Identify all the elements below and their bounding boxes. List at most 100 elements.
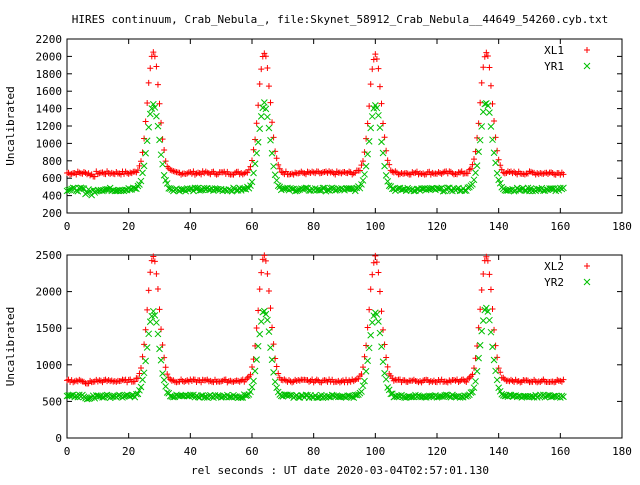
point-xl1 — [469, 161, 476, 168]
y-axis-label: Uncalibrated — [4, 86, 17, 165]
point-yr2 — [484, 308, 492, 315]
point-xl1 — [494, 147, 501, 154]
point-xl1 — [162, 158, 169, 165]
point-xl1 — [467, 165, 474, 172]
point-xl1 — [457, 169, 464, 176]
point-yr2 — [248, 383, 256, 391]
point-yr1 — [251, 160, 259, 168]
point-xl1 — [262, 53, 269, 60]
point-xl2 — [256, 286, 263, 293]
point-yr2 — [381, 369, 388, 377]
point-yr2 — [469, 388, 476, 396]
y-tick-label: 1800 — [36, 68, 63, 81]
point-yr1 — [200, 184, 208, 192]
point-xl1 — [269, 119, 276, 126]
point-yr2 — [262, 310, 270, 318]
point-yr1 — [367, 124, 375, 132]
point-yr2 — [267, 344, 274, 352]
point-xl1 — [477, 99, 484, 106]
point-xl1 — [145, 79, 152, 86]
point-yr2 — [493, 376, 501, 384]
point-yr1 — [273, 176, 281, 184]
point-xl1 — [156, 100, 163, 107]
point-yr1 — [250, 169, 257, 177]
point-xl2 — [487, 286, 494, 293]
point-yr1 — [473, 162, 481, 170]
x-tick-label: 0 — [64, 220, 71, 233]
point-yr2 — [149, 307, 157, 315]
point-yr2 — [251, 367, 259, 375]
point-yr2 — [264, 316, 271, 324]
y-tick-label: 1400 — [36, 103, 63, 116]
point-yr2 — [151, 312, 159, 319]
point-xl2 — [145, 287, 152, 294]
point-yr2 — [257, 318, 265, 325]
point-xl1 — [361, 149, 368, 156]
point-xl2 — [497, 369, 504, 376]
legend-marker — [583, 62, 591, 70]
point-yr2 — [153, 319, 160, 326]
point-xl1 — [480, 64, 487, 71]
point-yr2 — [353, 391, 361, 399]
point-yr1 — [358, 181, 365, 188]
point-yr1 — [137, 177, 145, 185]
point-xl2 — [491, 326, 498, 333]
point-xl1 — [483, 49, 490, 56]
x-tick-label: 100 — [365, 445, 385, 458]
x-tick-label: 180 — [612, 220, 632, 233]
point-xl1 — [276, 165, 283, 172]
point-xl2 — [312, 378, 319, 385]
point-yr1 — [479, 108, 487, 116]
point-xl2 — [164, 371, 171, 378]
point-yr1 — [257, 113, 265, 120]
point-yr1 — [131, 184, 139, 192]
point-yr2 — [359, 382, 367, 390]
point-yr2 — [495, 384, 503, 392]
y-tick-label: 400 — [42, 190, 62, 203]
chart-title: HIRES continuum, Crab_Nebula_, file:Skyn… — [72, 13, 608, 26]
point-xl2 — [262, 257, 269, 264]
point-xl1 — [370, 56, 377, 63]
x-axis-label: rel seconds : UT date 2020-03-04T02:57:0… — [191, 464, 489, 477]
point-xl1 — [360, 158, 366, 165]
point-xl1 — [205, 170, 212, 177]
x-tick-label: 80 — [307, 445, 320, 458]
point-xl2 — [486, 271, 493, 278]
point-xl2 — [375, 269, 382, 276]
point-xl1 — [356, 167, 363, 174]
point-yr2 — [375, 318, 382, 325]
point-xl1 — [275, 161, 282, 168]
point-yr1 — [256, 125, 264, 133]
point-xl1 — [147, 65, 154, 72]
point-yr2 — [133, 390, 140, 398]
point-xl1 — [310, 169, 317, 176]
point-xl2 — [142, 326, 149, 333]
point-yr1 — [316, 187, 324, 194]
point-yr2 — [145, 330, 153, 338]
legend-marker — [584, 263, 590, 269]
point-yr1 — [253, 149, 260, 157]
point-yr2 — [362, 367, 370, 375]
x-tick-label: 60 — [245, 220, 258, 233]
point-xl1 — [514, 171, 521, 178]
x-tick-label: 160 — [550, 445, 570, 458]
point-yr2 — [364, 357, 371, 365]
point-xl2 — [207, 377, 214, 384]
point-xl1 — [153, 63, 160, 70]
point-xl2 — [376, 288, 383, 295]
point-yr1 — [356, 184, 364, 192]
point-yr1 — [143, 137, 151, 145]
point-yr1 — [270, 162, 277, 170]
point-xl1 — [127, 169, 134, 176]
point-xl1 — [373, 55, 380, 62]
point-xl2 — [484, 257, 491, 264]
point-yr1 — [489, 136, 496, 144]
point-yr1 — [149, 100, 157, 108]
point-yr2 — [186, 391, 194, 399]
point-yr2 — [376, 329, 384, 337]
x-tick-label: 100 — [365, 220, 385, 233]
point-xl2 — [224, 379, 231, 386]
point-yr1 — [324, 186, 331, 194]
point-xl1 — [478, 79, 485, 86]
point-yr2 — [137, 383, 145, 391]
